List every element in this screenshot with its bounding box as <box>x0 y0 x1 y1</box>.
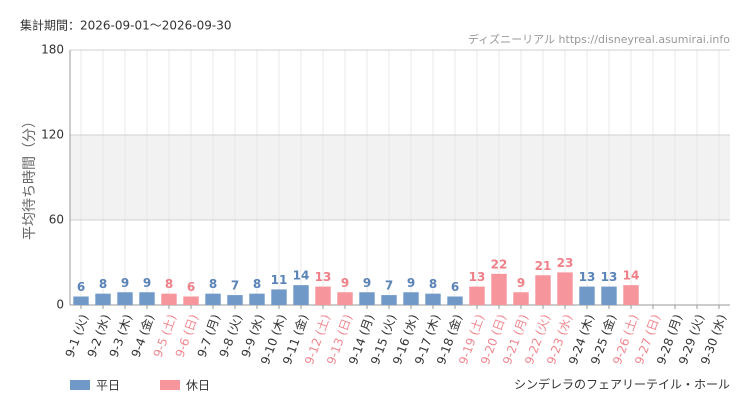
bar <box>227 295 243 305</box>
bar <box>293 285 309 305</box>
value-label: 8 <box>429 277 437 291</box>
legend-swatch <box>160 380 180 390</box>
value-label: 7 <box>385 279 393 293</box>
bar <box>491 273 507 305</box>
bar <box>403 292 419 305</box>
bar <box>623 285 639 305</box>
chart-title: 集計期間：2026-09-01〜2026-09-30 <box>20 18 231 33</box>
bar <box>205 293 221 305</box>
bar <box>579 286 595 305</box>
bar <box>337 292 353 305</box>
value-label: 6 <box>451 280 459 294</box>
value-label: 9 <box>517 276 525 290</box>
value-label: 9 <box>363 276 371 290</box>
bar <box>315 286 331 305</box>
bar <box>271 289 287 305</box>
value-label: 8 <box>99 277 107 291</box>
bar <box>117 292 133 305</box>
y-tick-label: 60 <box>49 213 64 227</box>
value-label: 13 <box>601 270 618 284</box>
value-label: 13 <box>469 270 486 284</box>
bar <box>425 293 441 305</box>
y-tick-label: 180 <box>41 43 64 57</box>
value-label: 8 <box>209 277 217 291</box>
bar <box>161 293 177 305</box>
legend-swatch <box>70 380 90 390</box>
legend-label: 休日 <box>186 379 210 393</box>
bar <box>447 296 463 305</box>
bar <box>73 296 89 305</box>
bar <box>601 286 617 305</box>
bar <box>557 272 573 305</box>
value-label: 8 <box>165 277 173 291</box>
legend-label: 平日 <box>96 379 120 393</box>
source: ディズニーリアル https://disneyreal.asumirai.inf… <box>468 32 730 46</box>
value-label: 21 <box>535 259 552 273</box>
value-label: 7 <box>231 279 239 293</box>
bar <box>139 292 155 305</box>
bar <box>513 292 529 305</box>
value-label: 22 <box>491 257 508 271</box>
y-axis-label: 平均待ち時間（分） <box>22 114 38 240</box>
y-tick-label: 0 <box>56 298 64 312</box>
value-label: 14 <box>293 269 310 283</box>
bar <box>359 292 375 305</box>
value-label: 9 <box>143 276 151 290</box>
value-label: 9 <box>121 276 129 290</box>
value-label: 14 <box>623 269 640 283</box>
value-label: 13 <box>315 270 332 284</box>
shaded-band <box>70 135 730 220</box>
value-label: 6 <box>187 280 195 294</box>
value-label: 8 <box>253 277 261 291</box>
value-label: 9 <box>407 276 415 290</box>
bar <box>249 293 265 305</box>
bar <box>535 275 551 305</box>
bar <box>381 295 397 305</box>
bar <box>95 293 111 305</box>
value-label: 23 <box>557 256 574 270</box>
value-label: 6 <box>77 280 85 294</box>
value-label: 11 <box>271 273 288 287</box>
value-label: 13 <box>579 270 596 284</box>
value-label: 9 <box>341 276 349 290</box>
bar <box>469 286 485 305</box>
y-tick-label: 120 <box>41 128 64 142</box>
footer: シンデレラのフェアリーテイル・ホール <box>514 377 730 392</box>
bar <box>183 296 199 305</box>
